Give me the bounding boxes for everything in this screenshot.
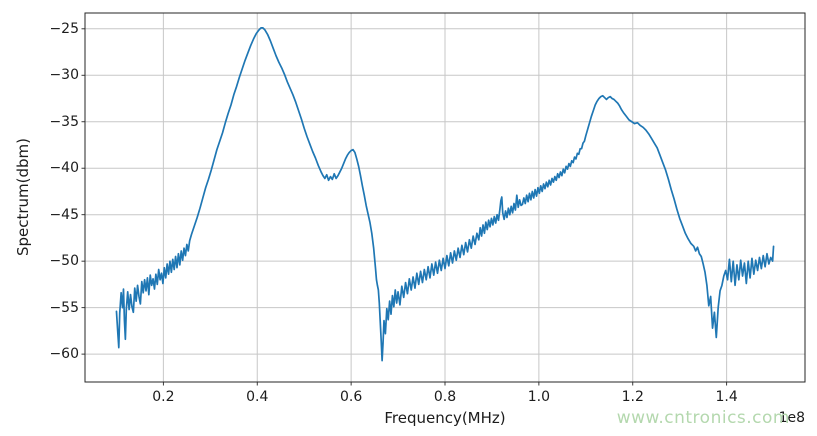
x-tick-label: 1.4 <box>715 389 738 405</box>
x-axis-label: Frequency(MHz) <box>384 409 506 427</box>
y-tick-label: −35 <box>49 113 79 130</box>
y-tick-label: −55 <box>49 299 79 316</box>
x-axis-offset-text: 1e8 <box>778 410 805 426</box>
y-tick-label: −30 <box>49 67 79 84</box>
spectrum-line <box>115 27 775 362</box>
y-tick-label: −45 <box>49 206 79 223</box>
watermark-text: www.cntronics.com <box>616 408 790 428</box>
y-tick-label: −50 <box>49 253 79 270</box>
y-tick-label: −40 <box>49 160 79 177</box>
x-tick-label: 0.6 <box>339 389 363 405</box>
x-tick-label: 0.4 <box>246 389 269 405</box>
x-tick-label: 0.2 <box>152 389 175 405</box>
y-tick-label: −25 <box>49 20 79 37</box>
plot-border <box>84 12 806 383</box>
y-tick-label: −60 <box>49 346 79 363</box>
x-tick-label: 1.2 <box>621 389 644 405</box>
y-axis-label: Spectrum(dbm) <box>14 137 32 257</box>
x-tick-label: 0.8 <box>433 389 457 405</box>
x-tick-label: 1.0 <box>527 389 550 405</box>
